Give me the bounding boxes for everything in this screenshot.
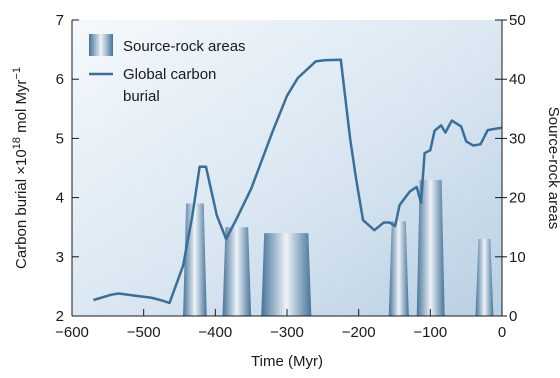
y-left-tick-label-0: 2 xyxy=(56,308,64,325)
y-left-tick-label-2: 4 xyxy=(56,190,64,207)
legend: Source-rock areas Global carbon burial xyxy=(89,34,246,105)
source-rock-bar-5 xyxy=(475,239,494,316)
y-right-tick-label-4: 40 xyxy=(509,71,526,88)
carbon-burial-line xyxy=(93,58,503,305)
source-rock-bar-2 xyxy=(261,233,312,316)
x-tick-label-5: −100 xyxy=(413,324,447,341)
legend-swatch-source-rock xyxy=(89,34,113,56)
y-right-tick-label-3: 30 xyxy=(509,130,526,147)
legend-label-carbon-burial-2: burial xyxy=(123,88,160,105)
x-tick-label-2: −400 xyxy=(198,324,232,341)
x-tick-label-0: −600 xyxy=(55,324,89,341)
y-right-tick-label-2: 20 xyxy=(509,190,526,207)
y-left-title-sup: 18 xyxy=(11,137,23,149)
y-right-tick-label-0: 0 xyxy=(509,308,517,325)
y-left-tick-label-4: 6 xyxy=(56,71,64,88)
y-left-title-main: Carbon burial ×10 xyxy=(13,149,30,269)
x-tick-label-4: −200 xyxy=(342,324,376,341)
source-rock-bars xyxy=(183,179,494,316)
x-tick-label-3: −300 xyxy=(270,324,304,341)
source-rock-bar-4 xyxy=(416,179,445,316)
carbon-burial-series xyxy=(93,58,503,305)
y-axis-left-title: Carbon burial ×1018 mol Myr−1 xyxy=(11,67,30,269)
y-axis-right-title: Source-rock areas xyxy=(545,107,560,230)
legend-label-carbon-burial-1: Global carbon xyxy=(123,66,216,83)
y-right-tick-label-5: 50 xyxy=(509,12,526,29)
source-rock-bar-1 xyxy=(222,227,252,316)
legend-label-source-rock: Source-rock areas xyxy=(123,38,246,55)
x-tick-label-1: −500 xyxy=(127,324,161,341)
y-left-title-sup2: −1 xyxy=(11,67,23,80)
y-left-tick-label-3: 5 xyxy=(56,130,64,147)
y-left-title-rest: mol Myr xyxy=(13,80,30,138)
x-tick-label-6: 0 xyxy=(498,324,506,341)
y-right-tick-label-1: 10 xyxy=(509,249,526,266)
y-left-tick-label-5: 7 xyxy=(56,12,64,29)
x-axis-title: Time (Myr) xyxy=(251,353,323,370)
source-rock-bar-3 xyxy=(388,221,409,316)
y-left-tick-label-1: 3 xyxy=(56,249,64,266)
tick-marks-and-labels: −600 −500 −400 −300 −200 −100 0 2 3 4 5 6 7 0 10 20 30 40… xyxy=(55,12,526,341)
source-rock-bar-0 xyxy=(183,203,207,316)
